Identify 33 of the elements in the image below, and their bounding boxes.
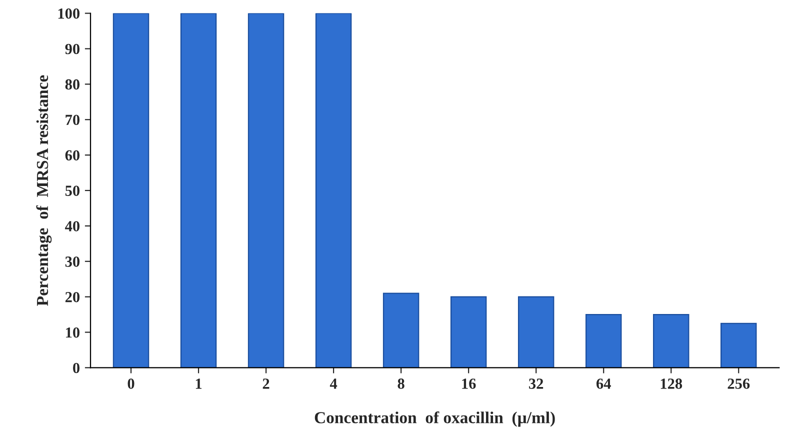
x-tick-label: 2: [262, 378, 270, 389]
x-tick-label: 256: [728, 378, 750, 389]
x-tick-label: 4: [330, 378, 338, 389]
x-tick-label: 64: [596, 378, 611, 389]
y-tick-label: 20: [65, 292, 80, 302]
y-tick-label: 80: [65, 79, 80, 90]
x-tick-label: 1: [196, 378, 202, 389]
y-tick-label: 30: [65, 256, 80, 267]
bar: [382, 292, 420, 368]
y-tick-label: 0: [73, 362, 80, 374]
x-tick-label: 0: [128, 378, 134, 389]
x-axis-title: Concentration of oxacillin (µ/ml): [314, 411, 555, 427]
x-tick-label: 32: [529, 378, 544, 389]
x-tick-label: 8: [398, 378, 404, 389]
y-tick-label: 70: [66, 114, 80, 126]
y-tick-label: 40: [65, 221, 80, 232]
bar: [450, 296, 487, 368]
bar: [180, 13, 217, 368]
y-axis-title: Percentage of MRSA resistance: [36, 75, 52, 306]
bar: [248, 13, 284, 368]
bar: [720, 322, 757, 368]
bar: [653, 314, 690, 368]
y-tick-label: 50: [65, 186, 80, 196]
y-tick-label: 90: [65, 44, 80, 54]
bar: [585, 314, 622, 368]
bar: [315, 13, 352, 368]
x-tick-label: 128: [660, 378, 682, 389]
y-tick-label: 100: [58, 8, 80, 19]
bar: [112, 13, 150, 368]
bar: [518, 296, 554, 368]
y-tick-label: 60: [65, 150, 80, 160]
y-tick-label: 10: [66, 327, 80, 338]
x-tick-label: 16: [462, 378, 476, 389]
